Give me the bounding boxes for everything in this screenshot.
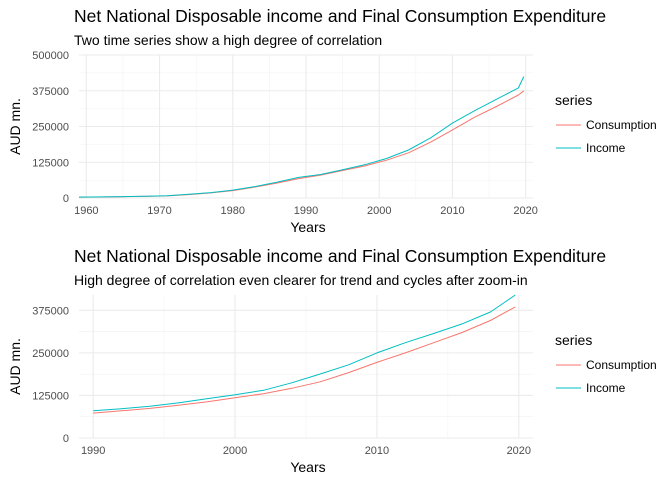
chart-title: Net National Disposable income and Final… bbox=[74, 6, 607, 26]
x-tick-label: 2020 bbox=[513, 205, 537, 217]
x-tick-label: 1960 bbox=[74, 205, 98, 217]
legend-label-income: Income bbox=[586, 141, 626, 155]
x-tick-label: 2020 bbox=[507, 445, 531, 457]
x-tick-label: 1990 bbox=[81, 445, 105, 457]
y-axis-title: AUD mn. bbox=[7, 338, 23, 395]
series-line-consumption bbox=[93, 306, 516, 414]
legend-title: series bbox=[555, 92, 593, 108]
chart-title: Net National Disposable income and Final… bbox=[74, 246, 607, 266]
chart-panel-top: Net National Disposable income and Final… bbox=[7, 6, 657, 235]
y-axis-title: AUD mn. bbox=[7, 98, 23, 155]
x-axis-title: Years bbox=[290, 219, 325, 235]
y-tick-label: 375000 bbox=[32, 86, 69, 98]
series-line-income bbox=[93, 294, 516, 412]
y-tick-label: 250000 bbox=[32, 348, 69, 360]
x-tick-label: 2010 bbox=[440, 205, 464, 217]
legend-label-consumption: Consumption bbox=[586, 118, 657, 132]
legend-label-consumption: Consumption bbox=[586, 358, 657, 372]
x-tick-label: 1990 bbox=[294, 205, 318, 217]
legend-title: series bbox=[555, 332, 593, 348]
y-tick-label: 125000 bbox=[32, 390, 69, 402]
chart-canvas: 1960 1970 1980 1990 2000 2010 2020 0 125000 25000… bbox=[7, 50, 581, 235]
chart-panel-bottom: Net National Disposable income and Final… bbox=[0, 240, 672, 480]
y-tick-label: 0 bbox=[63, 193, 69, 205]
y-tick-label: 500000 bbox=[32, 50, 69, 62]
x-tick-label: 1970 bbox=[147, 205, 171, 217]
chart-subtitle: High degree of correlation even clearer … bbox=[74, 272, 528, 288]
x-tick-label: 1980 bbox=[221, 205, 245, 217]
y-tick-label: 0 bbox=[63, 433, 69, 445]
series-line-income bbox=[78, 76, 525, 198]
x-axis-title: Years bbox=[290, 459, 325, 475]
y-tick-label: 375000 bbox=[32, 305, 69, 317]
x-tick-label: 2000 bbox=[367, 205, 391, 217]
x-tick-label: 2010 bbox=[365, 445, 389, 457]
chart-canvas: 1990 2000 2010 2020 0 125000 250000 375000 Years… bbox=[7, 294, 581, 475]
y-tick-label: 250000 bbox=[32, 122, 69, 134]
chart-subtitle: Two time series show a high degree of co… bbox=[74, 32, 383, 48]
y-tick-label: 125000 bbox=[32, 157, 69, 169]
x-tick-label: 2000 bbox=[223, 445, 247, 457]
legend-label-income: Income bbox=[586, 381, 626, 395]
